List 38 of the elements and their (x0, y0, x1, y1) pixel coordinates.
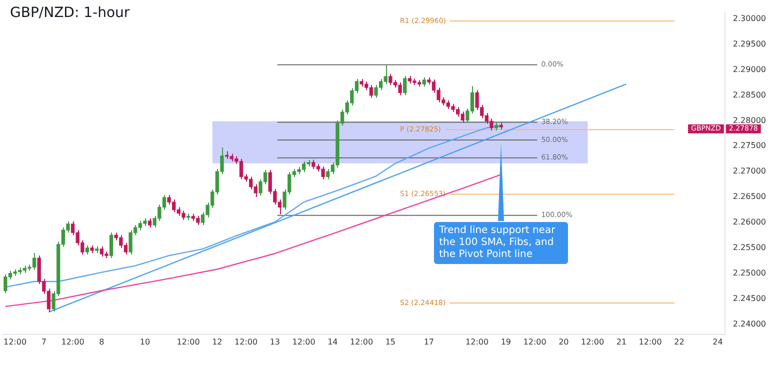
x-tick-label: 22 (674, 337, 684, 346)
y-tick-label: 2.25500 (732, 242, 766, 252)
y-tick-label: 2.26000 (732, 218, 766, 227)
x-tick-label: 12:00 (350, 337, 374, 346)
y-tick-label: 2.24500 (732, 294, 766, 303)
y-tick-label: 2.28000 (732, 116, 766, 125)
x-tick-label: 24 (712, 337, 723, 346)
x-tick-label: 12:00 (292, 337, 316, 346)
x-tick-label: 14 (328, 337, 338, 346)
x-tick-label: 8 (99, 337, 104, 346)
x-tick-label: 19 (500, 337, 512, 346)
x-tick-label: 20 (558, 337, 569, 346)
y-tick-label: 2.27500 (732, 141, 766, 150)
x-tick-label: 12:00 (638, 337, 662, 346)
x-tick-label: 7 (41, 337, 46, 346)
x-tick-label: 12 (212, 337, 222, 346)
y-tick-label: 2.29000 (732, 64, 766, 74)
x-tick-label: 12:00 (466, 337, 489, 346)
y-tick-label: 2.29500 (732, 39, 766, 48)
y-tick-label: 2.25000 (732, 268, 766, 278)
x-tick-label: 15 (385, 337, 396, 346)
x-tick-label: 12:00 (523, 337, 546, 346)
x-tick-label: 12:00 (4, 337, 27, 346)
x-tick-label: 21 (616, 337, 627, 346)
x-tick-label: 12:00 (234, 337, 258, 346)
x-tick-label: 13 (270, 337, 280, 346)
x-tick-label: 12:00 (61, 337, 84, 346)
y-tick-label: 2.27000 (732, 166, 766, 176)
chart-title: GBP/NZD: 1-hour (10, 5, 130, 21)
annotation: Trend line support near the 100 SMA, Fibs, and the Pivot Point line (434, 222, 568, 264)
x-tick-label: 10 (140, 337, 150, 346)
y-tick-label: 2.28500 (732, 90, 766, 100)
x-tick-label: 12:00 (581, 337, 604, 346)
y-tick-label: 2.26500 (732, 192, 766, 202)
x-tick-label: 17 (424, 337, 434, 346)
x-tick-label: 12:00 (176, 337, 200, 346)
y-tick-label: 2.24000 (732, 319, 766, 328)
y-tick-label: 2.30000 (732, 14, 766, 23)
